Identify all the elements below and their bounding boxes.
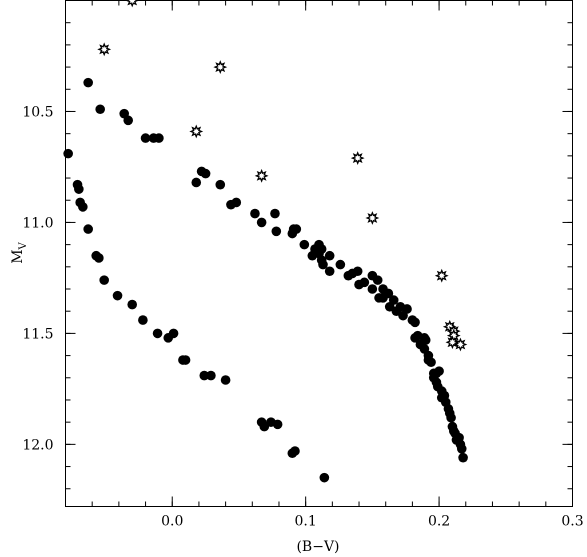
data-point-filled bbox=[319, 472, 330, 483]
y-axis-label-sub: V bbox=[18, 241, 29, 250]
data-point-filled bbox=[112, 290, 123, 301]
data-point-star bbox=[365, 211, 380, 225]
plot-frame bbox=[65, 0, 573, 507]
data-point-filled bbox=[138, 315, 148, 325]
data-point-filled bbox=[335, 259, 346, 270]
data-point-filled bbox=[372, 275, 383, 285]
data-point-filled bbox=[140, 133, 151, 143]
data-points-group bbox=[63, 0, 468, 483]
data-point-filled bbox=[456, 443, 467, 454]
data-point-filled bbox=[168, 328, 179, 339]
data-point-filled bbox=[446, 412, 456, 423]
data-point-filled bbox=[299, 239, 310, 250]
data-point-star bbox=[445, 335, 460, 350]
data-point-filled bbox=[180, 355, 191, 365]
data-point-filled bbox=[250, 208, 260, 219]
y-tick-label: 11.5 bbox=[22, 326, 53, 342]
y-tick-label: 11.0 bbox=[22, 215, 53, 231]
data-point-filled bbox=[99, 275, 109, 285]
data-point-filled bbox=[290, 446, 300, 456]
data-point-filled bbox=[78, 202, 88, 212]
data-point-filled bbox=[215, 179, 226, 190]
data-point-filled bbox=[63, 148, 73, 159]
data-point-filled bbox=[127, 299, 138, 310]
y-tick-label: 12.0 bbox=[22, 437, 53, 453]
data-point-filled bbox=[74, 184, 84, 194]
data-point-filled bbox=[426, 357, 436, 368]
data-point-filled bbox=[256, 217, 267, 228]
data-point-filled bbox=[318, 259, 328, 270]
data-point-filled bbox=[83, 77, 93, 88]
data-point-filled bbox=[191, 177, 202, 188]
data-point-filled bbox=[200, 168, 211, 179]
x-axis-label: (B−V) bbox=[296, 539, 339, 555]
data-point-filled bbox=[206, 370, 216, 381]
data-point-filled bbox=[231, 197, 242, 208]
data-point-filled bbox=[94, 253, 104, 263]
data-point-filled bbox=[291, 224, 302, 234]
data-point-filled bbox=[402, 304, 412, 314]
x-tick-label: 0.1 bbox=[295, 514, 317, 530]
data-point-filled bbox=[154, 133, 164, 143]
data-point-star bbox=[189, 124, 204, 139]
data-point-filled bbox=[199, 370, 210, 381]
y-axis-label: MV bbox=[10, 241, 29, 263]
data-point-filled bbox=[367, 284, 378, 294]
data-point-filled bbox=[458, 452, 468, 463]
data-point-filled bbox=[271, 226, 282, 237]
data-point-filled bbox=[123, 115, 134, 126]
data-point-filled bbox=[352, 266, 363, 277]
data-point-filled bbox=[220, 375, 231, 385]
data-point-star bbox=[125, 0, 140, 8]
data-point-filled bbox=[324, 266, 335, 277]
x-tick-label: 0.0 bbox=[161, 514, 183, 530]
data-point-filled bbox=[324, 250, 335, 261]
data-point-filled bbox=[383, 288, 394, 299]
data-point-filled bbox=[420, 335, 431, 345]
y-ticks-group: 10.5 11.0 11.5 12.0 bbox=[22, 0, 573, 490]
data-point-filled bbox=[359, 277, 370, 288]
y-axis-label-main: M bbox=[10, 249, 26, 263]
data-point-filled bbox=[388, 295, 399, 305]
x-tick-label: 0.2 bbox=[428, 514, 450, 530]
data-point-filled bbox=[272, 419, 283, 430]
data-point-filled bbox=[95, 104, 105, 115]
data-point-filled bbox=[434, 366, 444, 376]
data-point-star bbox=[254, 168, 269, 183]
data-point-star bbox=[97, 42, 112, 57]
data-point-filled bbox=[83, 224, 93, 234]
data-point-star bbox=[213, 60, 228, 74]
x-ticks-group: 0.0 0.1 0.2 0.3 bbox=[65, 0, 584, 530]
y-tick-label: 10.5 bbox=[22, 104, 53, 120]
data-point-filled bbox=[410, 317, 420, 328]
data-point-star bbox=[350, 151, 365, 165]
data-point-star bbox=[453, 337, 468, 352]
data-point-filled bbox=[316, 244, 327, 254]
data-point-star bbox=[434, 268, 449, 283]
data-point-filled bbox=[152, 328, 163, 339]
x-tick-label: 0.3 bbox=[561, 514, 583, 530]
data-point-filled bbox=[270, 208, 280, 219]
